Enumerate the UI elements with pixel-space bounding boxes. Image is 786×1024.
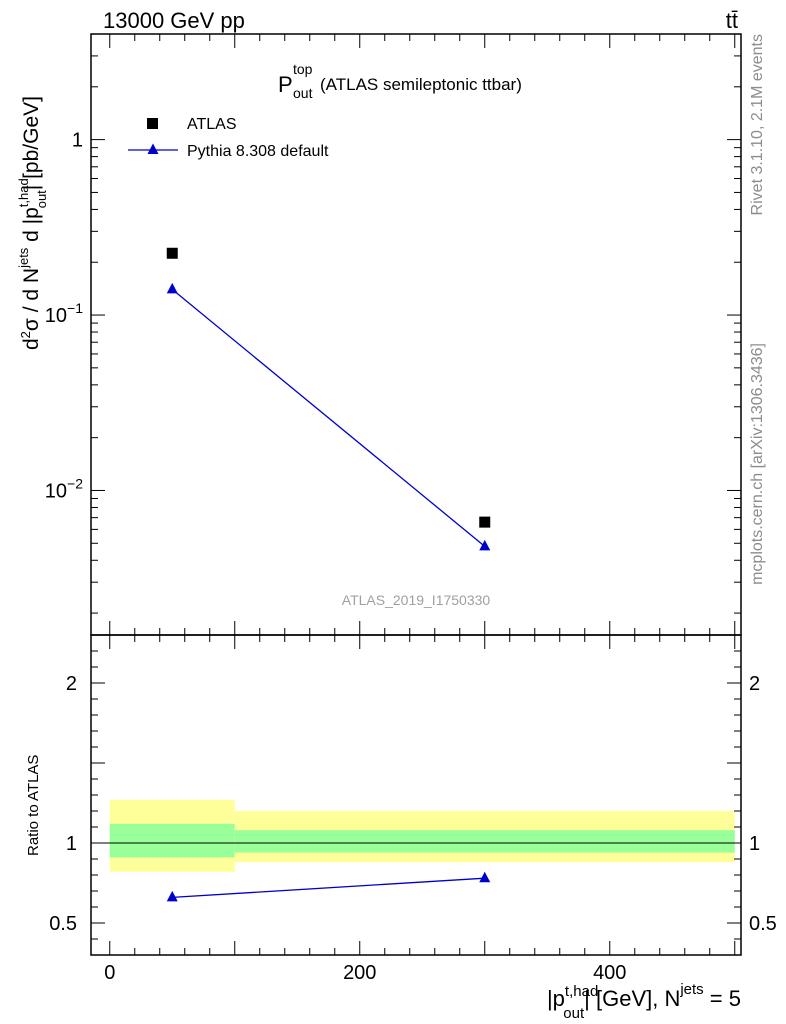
legend: ATLAS Pythia 8.308 default [128, 116, 329, 160]
pythia-ratio-point [479, 871, 491, 883]
plot-title: P top out (ATLAS semileptonic ttbar) [278, 61, 522, 101]
axis-ticks [91, 33, 741, 955]
plot-title-main: P [278, 72, 293, 97]
ratio-plot-frame [90, 634, 742, 956]
main-y-axis-label-text: d2σ / d Njets d |pt,had out| [pb/GeV] [16, 96, 49, 350]
ratio-uncertainty-bands [109, 799, 735, 872]
x-tick-label: 200 [343, 962, 376, 984]
main-y-tick-label: 10−1 [45, 300, 83, 327]
axis-tick-labels: 1 10−1 10−2 0.5 0.5 1 1 2 2 0 200 400 [45, 130, 777, 984]
analysis-watermark: ATLAS_2019_I1750330 [342, 592, 491, 608]
ratio-y-tick-label-right: 1 [749, 833, 760, 855]
ratio-y-tick-label-right: 2 [749, 673, 760, 695]
plot-title-rest: (ATLAS semileptonic ttbar) [320, 75, 522, 94]
legend-pythia-label: Pythia 8.308 default [187, 143, 329, 160]
legend-atlas-label: ATLAS [187, 116, 237, 133]
legend-atlas-marker [147, 118, 158, 129]
main-y-axis-label: d2σ / d Njets d |pt,had out| [pb/GeV] [16, 96, 49, 350]
x-tick-label: 0 [104, 962, 115, 984]
pythia-ratio-line [172, 877, 485, 899]
process-label: tt̄ [726, 8, 738, 33]
pythia-line [171, 288, 486, 547]
legend-pythia-marker [147, 143, 159, 154]
atlas-point [166, 247, 178, 259]
ratio-y-axis-label: Ratio to ATLAS [25, 755, 42, 856]
plot-title-sup: top [293, 61, 313, 77]
ratio-stat-band [234, 830, 735, 853]
ratio-y-tick-label: 0.5 [49, 913, 77, 935]
pythia-point [166, 282, 178, 294]
mcplots-label: mcplots.cern.ch [arXiv:1306.3436] [749, 343, 766, 585]
pythia-ratio-point [166, 890, 178, 902]
main-data-series [166, 247, 491, 551]
ratio-stat-band [109, 823, 235, 858]
x-tick-label: 400 [593, 962, 626, 984]
main-y-tick-label: 1 [72, 130, 83, 152]
main-y-tick-label: 10−2 [45, 475, 83, 502]
atlas-point [479, 516, 491, 528]
ratio-data-series [166, 871, 491, 902]
ratio-y-tick-label: 1 [66, 833, 77, 855]
plot-title-sub: out [293, 85, 313, 101]
pythia-point [479, 539, 491, 551]
ratio-y-tick-label-right: 0.5 [749, 913, 777, 935]
ratio-y-tick-label: 2 [66, 673, 77, 695]
energy-label: 13000 GeV pp [103, 8, 245, 33]
rivet-version-label: Rivet 3.1.10, 2.1M events [749, 34, 766, 215]
x-axis-label: |pt,had out| [GeV], Njets = 5 [547, 981, 741, 1022]
